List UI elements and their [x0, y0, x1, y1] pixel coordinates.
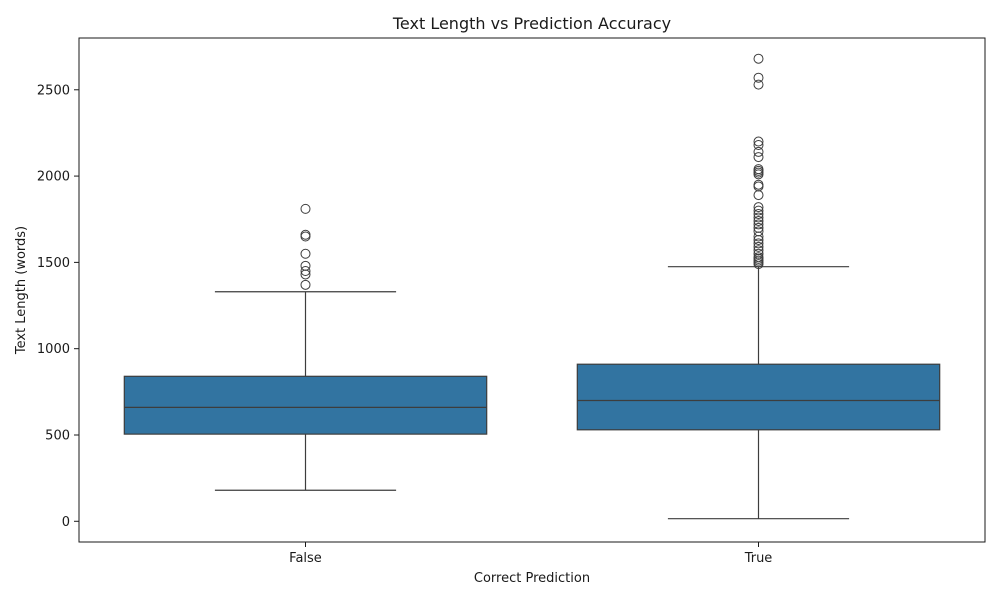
iqr-box [123, 375, 488, 435]
outlier-point [753, 146, 764, 157]
y-tick-label: 1000 [37, 342, 70, 357]
y-tick-label: 500 [45, 428, 70, 443]
outlier-point [753, 152, 764, 163]
outlier-point [753, 202, 764, 213]
outlier-point [753, 179, 764, 190]
plot-frame [78, 37, 986, 543]
iqr-box [576, 363, 941, 431]
chart-title: Text Length vs Prediction Accuracy [392, 14, 671, 33]
outlier-point [753, 245, 764, 256]
outlier-point [753, 222, 764, 233]
outlier-point [753, 209, 764, 220]
outlier-point [300, 229, 311, 240]
x-tick-label: False [289, 551, 322, 566]
outlier-point [753, 190, 764, 201]
outlier-point [753, 215, 764, 226]
outlier-point [753, 252, 764, 263]
x-axis-label: Correct Prediction [474, 571, 590, 586]
y-axis-label: Text Length (words) [14, 226, 29, 355]
y-tick-label: 2000 [37, 170, 70, 185]
outlier-point [300, 260, 311, 271]
y-tick-label: 2500 [37, 83, 70, 98]
outlier-point [753, 53, 764, 64]
axes: 0 500 1000 1500 2000 2500 False True [37, 37, 986, 566]
y-tick-label: 1500 [37, 256, 70, 271]
outlier-point [753, 248, 764, 259]
outlier-point [753, 72, 764, 83]
outlier-point [300, 266, 311, 277]
outlier-point [753, 238, 764, 249]
outlier-point [753, 79, 764, 90]
box-group-true [576, 53, 941, 520]
outlier-point [753, 241, 764, 252]
outlier-point [753, 226, 764, 237]
y-tick-label: 0 [62, 515, 70, 530]
outlier-point [753, 140, 764, 151]
plot-area [123, 53, 941, 520]
outlier-point [753, 205, 764, 216]
outlier-point [300, 203, 311, 214]
outlier-point [753, 164, 764, 175]
outlier-point [753, 212, 764, 223]
x-tick-label: True [744, 551, 773, 566]
outlier-point [753, 136, 764, 147]
outlier-point [300, 248, 311, 259]
box-group-false [123, 203, 488, 491]
outlier-point [300, 279, 311, 290]
outlier-point [753, 219, 764, 230]
